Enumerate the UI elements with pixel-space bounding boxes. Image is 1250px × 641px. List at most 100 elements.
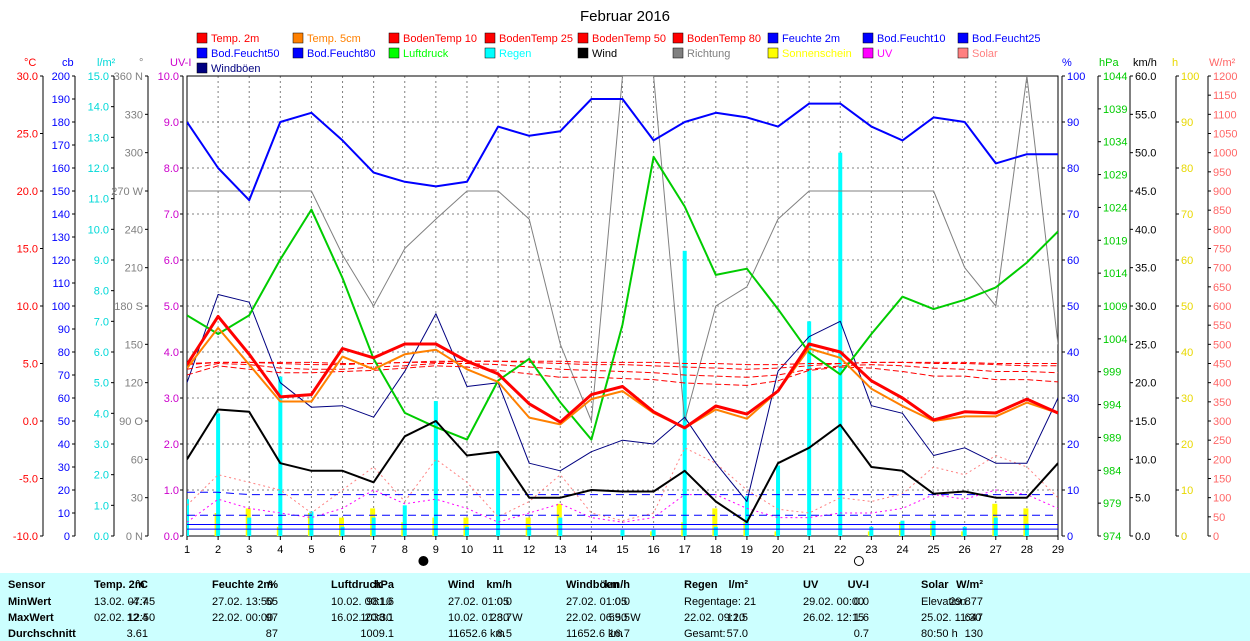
legend-label: Richtung (687, 48, 730, 60)
x-axis: 1 2 3 4 5 6 7 8 9 10 11 12 13 14 15 16 17 18 19 20 21 22 23 24 2… (184, 536, 1064, 566)
axis-tick-label-solar: 650 (1213, 282, 1231, 294)
legend-swatch (196, 32, 208, 44)
table-header: Regen (684, 579, 718, 591)
axis-tick-label-sun: 80 (1181, 163, 1193, 175)
table-cell: 29.877 (949, 596, 983, 608)
bar-regen (713, 526, 718, 536)
axis-tick-label-wind: 55.0 (1135, 109, 1156, 121)
table-cell: 12.5 (726, 612, 748, 624)
table-header: Solar (921, 579, 949, 591)
bar-regen (340, 526, 345, 536)
axis-tick-label-uv: 4.0 (164, 347, 179, 359)
table-cell: 22.02. 06:50 W (566, 612, 641, 624)
axis-tick-label-rain: 9.0 (94, 255, 109, 267)
axis-tick-label-temp: -10.0 (13, 531, 38, 543)
table-cell: 97 (265, 612, 278, 624)
axis-tick-label-solar: 100 (1213, 493, 1231, 505)
axis-tick-label-cb: 160 (52, 163, 70, 175)
axis-tick-label-cb: 190 (52, 94, 70, 106)
legend-label: Solar (972, 48, 998, 60)
axis-tick-label-uv: 3.0 (164, 393, 179, 405)
bar-regen (869, 526, 874, 536)
axis-tick-label-solar: 750 (1213, 244, 1231, 256)
x-tick-label: 10 (461, 544, 473, 556)
axis-tick-label-solar: 550 (1213, 320, 1231, 332)
x-tick-label: 19 (741, 544, 753, 556)
axis-tick-label-solar: 850 (1213, 205, 1231, 217)
legend-label: BodenTemp 50 (592, 33, 666, 45)
axis-tick-label-dir: 270 W (111, 186, 143, 198)
table-cell: 16.7 (608, 628, 630, 640)
axis-tick-label-rain: 8.0 (94, 286, 109, 298)
series-line-uv (187, 489, 1058, 523)
axis-tick-label-press: 1019 (1103, 235, 1127, 247)
series-line-luftdruck (187, 155, 1058, 441)
table-cell: 0.0 (853, 596, 869, 608)
axis-tick-label-cb: 170 (52, 140, 70, 152)
axis-tick-label-cb: 0 (64, 531, 70, 543)
axis-tick-label-temp: 25.0 (17, 129, 38, 141)
bar-regen (682, 250, 687, 536)
legend-swatch (862, 32, 874, 44)
axis-tick-label-solar: 1100 (1213, 109, 1237, 121)
weather-chart: Februar 2016 Temp. 2m Temp. 5cm BodenTemp … (13, 8, 1237, 566)
bar-regen (807, 321, 812, 536)
axis-tick-label-dir: 150 (125, 339, 143, 351)
table-header: hPa (373, 579, 394, 591)
legend-label: Luftdruck (403, 48, 449, 60)
table-cell: 1.6 (853, 612, 869, 624)
table-cell: 27.02. 01:05 (448, 596, 510, 608)
axis-tick-label-cb: 200 (52, 71, 70, 83)
axis-tick-label-rain: 1.0 (94, 500, 109, 512)
x-tick-label: 21 (803, 544, 815, 556)
axis-tick-label-cb: 90 (58, 324, 70, 336)
bar-regen (278, 376, 283, 536)
bar-regen (371, 517, 376, 536)
axis-tick-label-solar: 50 (1213, 512, 1225, 524)
axis-tick-label-sun: 70 (1181, 209, 1193, 221)
axis-tick-label-press: 999 (1103, 367, 1121, 379)
x-tick-label: 24 (896, 544, 908, 556)
legend-swatch (577, 32, 589, 44)
axis-tick-label-wind: 0.0 (1135, 531, 1150, 543)
axis-tick-label-press: 1039 (1103, 104, 1127, 116)
axis-unit-temp: °C (24, 57, 36, 69)
legend-label: UV (877, 48, 893, 60)
axis-tick-label-solar: 700 (1213, 263, 1231, 275)
x-tick-label: 7 (371, 544, 377, 556)
axis-tick-label-cb: 80 (58, 347, 70, 359)
table-cell: 0.0 (496, 596, 512, 608)
axis-tick-label-sun: 30 (1181, 393, 1193, 405)
axis-tick-label-rain: 4.0 (94, 408, 109, 420)
axis-tick-label-press: 974 (1103, 531, 1121, 543)
legend-label: Temp. 2m (211, 33, 259, 45)
axis-tick-label-dir: 0 N (126, 531, 143, 543)
bar-regen (309, 511, 314, 536)
x-tick-label: 9 (433, 544, 439, 556)
axis-tick-label-wind: 60.0 (1135, 71, 1156, 83)
table-cell: 1038.1 (360, 612, 394, 624)
axis-tick-label-rain: 15.0 (88, 71, 109, 83)
axis-tick-label-cb: 10 (58, 508, 70, 520)
axis-tick-label-hum: 100 (1067, 71, 1085, 83)
bar-sonnenschein (1023, 508, 1029, 536)
legend-swatch (388, 32, 400, 44)
new-moon-marker (853, 556, 864, 566)
axis-tick-label-uv: 5.0 (164, 301, 179, 313)
table-cell: -4.7 (129, 596, 148, 608)
axis-tick-label-rain: 7.0 (94, 316, 109, 328)
legend-label: Regen (499, 48, 531, 60)
axis-tick-label-cb: 110 (52, 278, 70, 290)
table-row-label: MinWert (8, 596, 52, 608)
table-header: UV (803, 579, 819, 591)
bar-regen (527, 526, 532, 536)
axis-tick-label-sun: 0 (1181, 531, 1187, 543)
axis-tick-label-wind: 50.0 (1135, 148, 1156, 160)
axis-tick-label-press: 1009 (1103, 301, 1127, 313)
legend-swatch (957, 32, 969, 44)
axis-tick-label-temp: 10.0 (17, 301, 38, 313)
table-header: % (268, 579, 278, 591)
series-line-wind (187, 408, 1058, 524)
axis-tick-label-sun: 40 (1181, 347, 1193, 359)
axis-tick-label-rain: 3.0 (94, 439, 109, 451)
